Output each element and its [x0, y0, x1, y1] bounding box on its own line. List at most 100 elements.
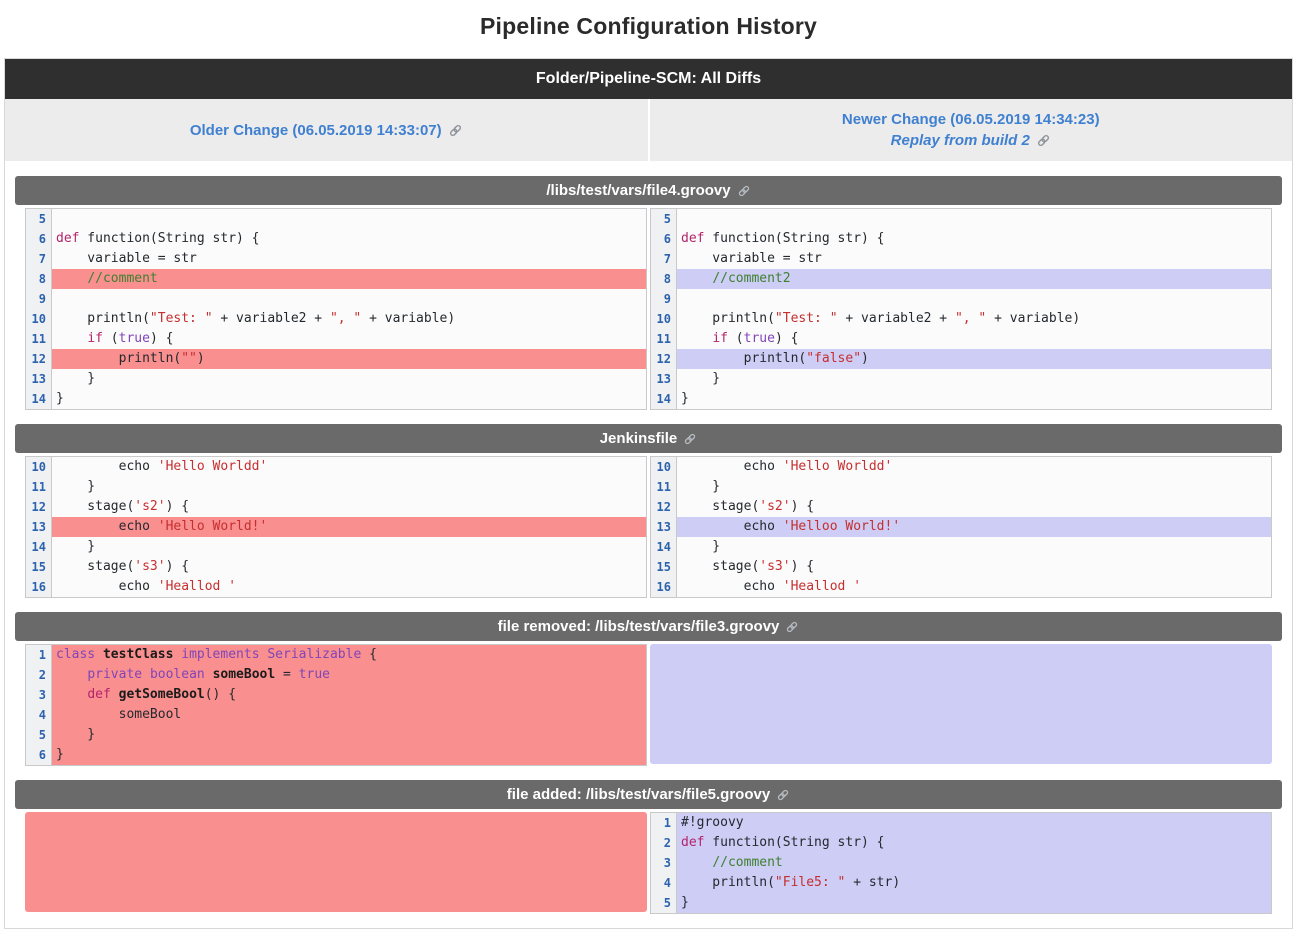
code-row: 16 echo 'Heallod ' — [26, 577, 646, 597]
code-row: 9 — [651, 289, 1271, 309]
code-line: stage('s3') { — [681, 559, 815, 574]
diff-section: /libs/test/vars/file4.groovy 5 6 def functi… — [15, 176, 1282, 410]
line-number: 9 — [26, 289, 52, 309]
line-number: 6 — [26, 229, 52, 249]
history-container: Folder/Pipeline-SCM: All Diffs Older Cha… — [4, 58, 1293, 929]
line-number: 13 — [26, 517, 52, 537]
diff-section: file added: /libs/test/vars/file5.groovy… — [15, 780, 1282, 914]
code-line: } — [52, 745, 646, 765]
line-number: 3 — [651, 853, 677, 873]
link-icon[interactable] — [448, 123, 463, 138]
code-line: echo 'Helloo World!' — [677, 517, 1271, 537]
code-row: 13 echo 'Hello World!' — [26, 517, 646, 537]
line-number: 6 — [26, 745, 52, 765]
line-number: 5 — [651, 209, 677, 229]
line-number: 15 — [26, 557, 52, 577]
code-line — [52, 209, 646, 229]
line-number: 13 — [651, 369, 677, 389]
code-line: someBool — [52, 705, 646, 725]
code-line: } — [52, 725, 646, 745]
code-row: 14} — [651, 389, 1271, 409]
divider — [647, 99, 650, 161]
code-line: } — [56, 479, 96, 494]
code-line: def getSomeBool() { — [52, 685, 646, 705]
code-line: } — [681, 539, 721, 554]
link-icon[interactable] — [785, 620, 799, 634]
line-number: 12 — [26, 497, 52, 517]
code-row: 13 } — [651, 369, 1271, 389]
code-row: 4 println("File5: " + str) — [651, 873, 1271, 893]
line-number: 16 — [26, 577, 52, 597]
link-icon[interactable] — [776, 788, 790, 802]
line-number: 7 — [26, 249, 52, 269]
code-line: } — [677, 893, 1271, 913]
replay-link[interactable]: Replay from build 2 — [890, 132, 1030, 149]
right-code-pane: 5 6 def function(String str) { 7 variable =… — [650, 208, 1272, 410]
code-line — [677, 289, 1271, 309]
line-number: 10 — [26, 309, 52, 329]
line-number: 6 — [651, 229, 677, 249]
section-header: /libs/test/vars/file4.groovy — [15, 176, 1282, 205]
code-line — [677, 209, 1271, 229]
line-number: 7 — [651, 249, 677, 269]
code-row: 11 if (true) { — [651, 329, 1271, 349]
newer-change-cell: Newer Change (06.05.2019 14:34:23) Repla… — [650, 99, 1293, 161]
older-change-link[interactable]: Older Change (06.05.2019 14:33:07) — [189, 121, 442, 139]
code-line: } — [56, 539, 96, 554]
code-line: println("Test: " + variable2 + ", " + va… — [681, 311, 1081, 326]
code-row: 6 def function(String str) { — [26, 229, 646, 249]
code-row: 11 } — [651, 477, 1271, 497]
line-number: 5 — [26, 209, 52, 229]
code-line: def function(String str) { — [677, 833, 1271, 853]
code-row: 12 stage('s2') { — [651, 497, 1271, 517]
code-line: def function(String str) { — [56, 231, 260, 246]
left-pane-removed-block — [25, 812, 647, 912]
line-number: 1 — [651, 813, 677, 833]
code-line: def function(String str) { — [681, 231, 885, 246]
line-number: 12 — [26, 349, 52, 369]
code-row: 12 stage('s2') { — [26, 497, 646, 517]
code-row: 10 echo 'Hello Worldd' — [26, 457, 646, 477]
line-number: 14 — [651, 389, 677, 409]
code-row: 15 stage('s3') { — [651, 557, 1271, 577]
code-line: //comment2 — [677, 269, 1271, 289]
code-row: 12 println("") — [26, 349, 646, 369]
link-icon[interactable] — [737, 184, 751, 198]
line-number: 1 — [26, 645, 52, 665]
code-row: 12 println("false") — [651, 349, 1271, 369]
code-row: 9 — [26, 289, 646, 309]
line-number: 10 — [651, 457, 677, 477]
line-number: 11 — [26, 477, 52, 497]
line-number: 12 — [651, 497, 677, 517]
line-number: 2 — [651, 833, 677, 853]
code-line: } — [681, 479, 721, 494]
code-line: variable = str — [56, 251, 197, 266]
code-row: 4 someBool — [26, 705, 646, 725]
diff-section: Jenkinsfile 10 echo 'Hello Worldd' 11 } 12 … — [15, 424, 1282, 598]
code-row: 8 //comment — [26, 269, 646, 289]
code-row: 7 variable = str — [651, 249, 1271, 269]
code-row: 13 } — [26, 369, 646, 389]
newer-change-line: Newer Change (06.05.2019 14:34:23) — [842, 109, 1100, 130]
code-row: 5 } — [26, 725, 646, 745]
code-line — [52, 289, 646, 309]
code-row: 5} — [651, 893, 1271, 913]
line-number: 11 — [651, 329, 677, 349]
code-line: } — [56, 371, 96, 386]
code-line: echo 'Hello Worldd' — [56, 459, 268, 474]
link-icon[interactable] — [1036, 133, 1051, 148]
replay-line: Replay from build 2 — [891, 130, 1051, 151]
right-code-pane: 10 echo 'Hello Worldd' 11 } 12 stage('s2')… — [650, 456, 1272, 598]
newer-change-link[interactable]: Newer Change (06.05.2019 14:34:23) — [841, 111, 1100, 128]
line-number: 9 — [651, 289, 677, 309]
code-line: //comment — [677, 853, 1271, 873]
section-header: Jenkinsfile — [15, 424, 1282, 453]
link-icon[interactable] — [683, 432, 697, 446]
section-title: Jenkinsfile — [599, 430, 678, 447]
left-code-pane: 5 6 def function(String str) { 7 variable =… — [25, 208, 647, 410]
line-number: 14 — [651, 537, 677, 557]
diff-table: 10 echo 'Hello Worldd' 11 } 12 stage('s2')… — [25, 456, 1272, 598]
code-row: 2 private boolean someBool = true — [26, 665, 646, 685]
line-number: 13 — [26, 369, 52, 389]
code-row: 11 if (true) { — [26, 329, 646, 349]
